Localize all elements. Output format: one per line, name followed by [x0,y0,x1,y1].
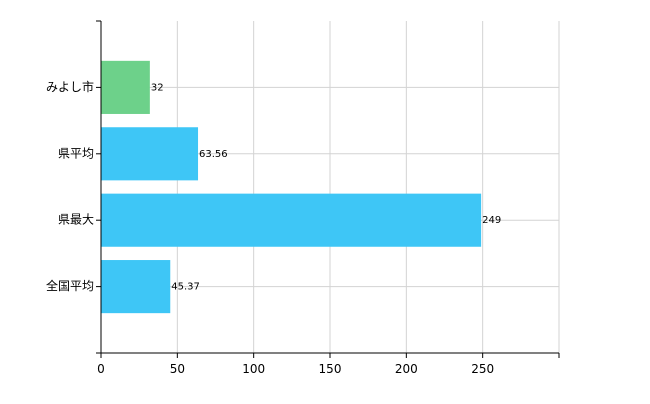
labels: 32 みよし市 63.56 県平均 249 県最大 45.37 全国平均 0 50 100 150 20… [46,79,501,376]
data-label: 45.37 [171,282,200,293]
bars [101,60,482,314]
y-tick-label: 県最大 [58,213,94,227]
data-label: 63.56 [199,149,228,160]
data-label: 249 [482,215,501,226]
axes [96,20,560,358]
y-tick-label: 県平均 [58,146,94,160]
x-tick-label: 250 [471,362,494,376]
y-tick-label: 全国平均 [46,278,94,293]
bar-2 [101,127,199,181]
bar-4 [101,260,171,314]
y-tick-label: みよし市 [46,79,94,94]
bar-1 [101,60,150,114]
x-tick-label: 150 [319,362,342,376]
data-label: 32 [151,82,164,93]
x-tick-label: 100 [242,362,265,376]
x-tick-label: 200 [395,362,418,376]
x-tick-label: 0 [97,362,105,376]
bar-3 [101,193,482,247]
x-tick-label: 50 [170,362,185,376]
